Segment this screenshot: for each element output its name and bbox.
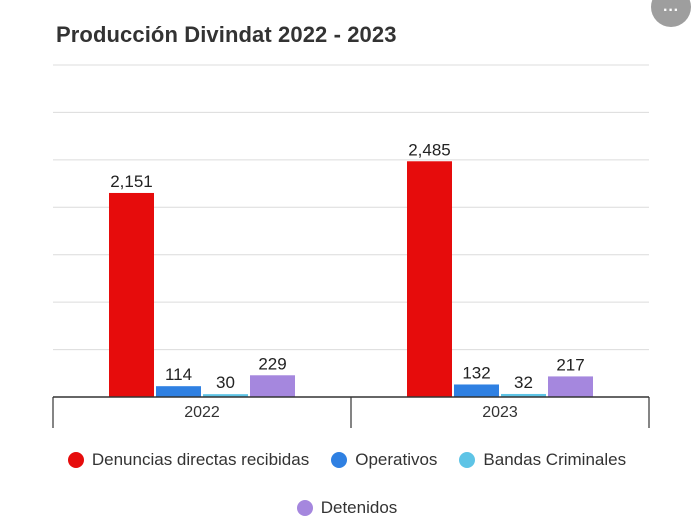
bar [501, 393, 546, 397]
bar [454, 384, 499, 397]
bar [156, 386, 201, 397]
legend-swatch [67, 452, 84, 468]
legend-item[interactable]: Detenidos [296, 498, 398, 518]
bar-chart: 2,151 114 30 229 2022 2,485 132 32 217 2023 [52, 64, 650, 428]
legend-item[interactable]: Operativos [331, 450, 437, 470]
more-horizontal-icon: ··· [663, 2, 679, 19]
legend-label: Bandas Criminales [483, 450, 627, 469]
chart-legend: Denuncias directas recibidas Operativos Ba… [0, 450, 694, 518]
data-label: 30 [216, 373, 235, 392]
legend-swatch [331, 452, 348, 468]
legend-label: Detenidos [320, 498, 398, 517]
legend-label: Denuncias directas recibidas [91, 450, 310, 469]
legend-item[interactable]: Bandas Criminales [459, 450, 626, 470]
x-tick-label: 2023 [482, 404, 518, 421]
legend-swatch [459, 452, 476, 468]
legend-swatch [296, 500, 313, 516]
legend-item[interactable]: Denuncias directas recibidas [67, 450, 310, 470]
x-tick-label: 2022 [184, 404, 220, 421]
bar [203, 394, 248, 397]
bar [250, 375, 295, 397]
data-label: 2,151 [110, 172, 153, 191]
data-label: 2,485 [408, 140, 451, 159]
data-label: 132 [462, 363, 490, 382]
legend-label: Operativos [355, 450, 438, 469]
data-label: 114 [165, 365, 192, 384]
bar [548, 376, 593, 397]
data-label: 217 [556, 355, 584, 374]
bar [407, 161, 452, 397]
data-label: 229 [258, 354, 286, 373]
bar [109, 192, 154, 397]
chart-title: Producción Divindat 2022 - 2023 [56, 22, 397, 47]
data-label: 32 [514, 373, 533, 392]
